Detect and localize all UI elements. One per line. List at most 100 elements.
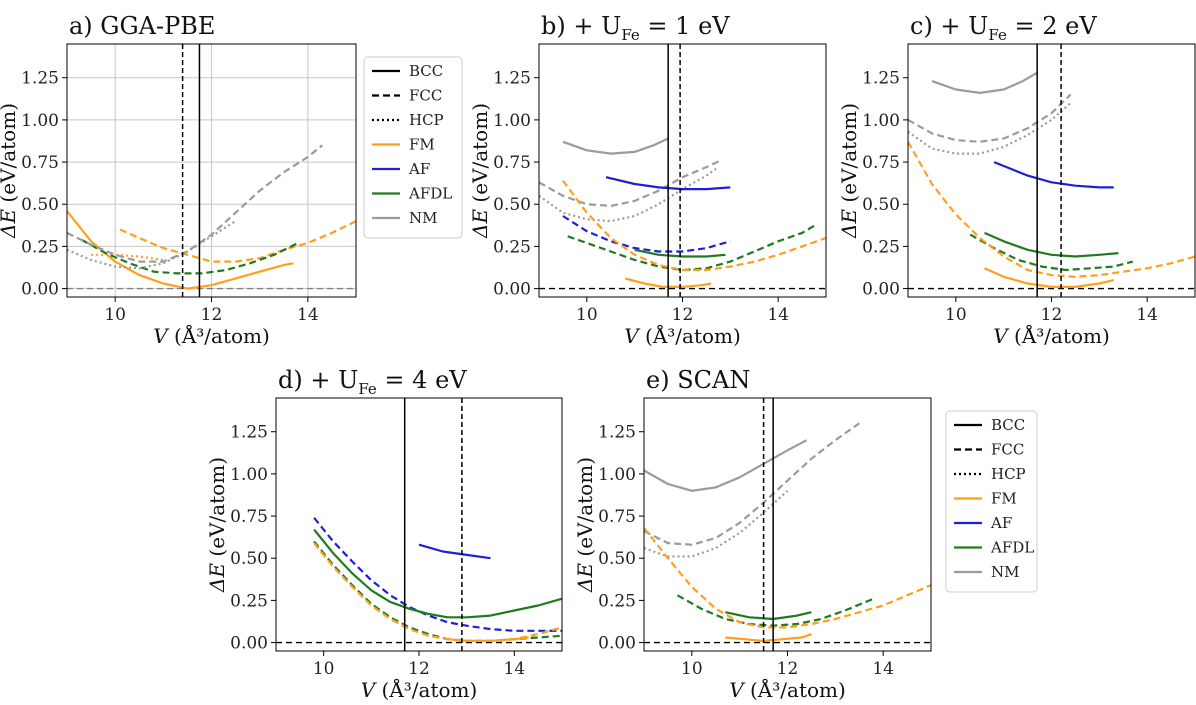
series-line-fcc-afdl [969,233,1134,272]
x-tick-label: 12 [672,305,694,325]
axes-frame [538,43,827,298]
legend-label-af: AF [408,160,430,178]
panel-title-main: d) + U [278,366,358,394]
plot-area [67,44,356,297]
y-tick-label: 0.00 [21,280,59,300]
x-tick-label: 12 [201,305,223,325]
x-tick-label: 12 [408,659,430,679]
plot-area [276,398,562,651]
y-tick-label: 0.00 [230,634,268,654]
y-tick-label: 0.75 [230,507,268,527]
series-line-bcc-af [418,543,491,560]
x-axis-label: V (Å³/atom) [361,677,478,702]
panel-title: d) + UFe = 4 eV [278,366,467,398]
y-tick-label: 1.00 [21,111,59,131]
x-tick-label: 12 [1041,305,1063,325]
series-line-bcc-af [993,161,1114,189]
y-tick-label: 0.25 [493,237,531,257]
series-line-bcc-nm [562,137,669,155]
series-line-fcc-fm [644,527,931,629]
y-axis-unit: (eV/atom) [205,457,229,563]
series-line-bcc-afdl [984,231,1119,258]
x-tick-label: 10 [681,659,703,679]
x-tick-label: 14 [767,305,789,325]
legend-label-hcp: HCP [409,111,444,129]
y-tick-label: 0.75 [21,153,59,173]
x-tick-label: 10 [104,305,126,325]
panel-title: a) GGA-PBE [69,12,215,40]
x-tick-label: 12 [777,659,799,679]
y-axis-label: ΔE (eV/atom) [468,103,492,239]
x-tick-label: 14 [504,659,526,679]
panel-title-main: e) SCAN [646,366,750,394]
x-axis-unit: (Å³/atom) [168,323,270,348]
legend-label-af: AF [990,514,1012,532]
x-axis-label: V (Å³/atom) [993,323,1110,348]
x-tick-label: 14 [872,659,894,679]
y-tick-label: 1.00 [230,465,268,485]
y-axis-label: ΔE (eV/atom) [837,103,861,239]
legend-label-afdl: AFDL [408,185,452,203]
legend-label-nm: NM [991,563,1019,581]
series-line-fcc-nm [539,159,722,207]
panel-title-tail: = 2 eV [1007,12,1097,40]
x-axis-symbol: V [624,324,641,348]
legend-1: BCC FCC HCP FM AF AFDL NM [363,56,463,239]
plot-area [539,44,826,297]
panel-title-subscript: Fe [988,26,1007,44]
panel-b: 10 12 14 0.00 0.25 0.50 0.75 1.00 1.25 V (Å³/atom… [468,12,827,348]
x-axis-label: V (Å³/atom) [729,677,846,702]
axes-frame [643,397,932,652]
series-line-bcc-fm [624,277,712,288]
plot-area [644,398,931,651]
y-tick-label: 0.75 [598,507,636,527]
x-tick-label: 14 [1136,305,1158,325]
series-line-bcc-nm [931,71,1038,95]
y-axis-symbol: ΔE [573,563,597,593]
series-line-hcp-nm [539,167,717,223]
series-line-fcc-fm [119,220,356,263]
y-tick-label: 0.50 [21,195,59,215]
series-line-hcp-nm [908,102,1072,155]
y-tick-label: 1.00 [493,111,531,131]
x-axis-unit: (Å³/atom) [375,677,477,702]
series-line-fcc-fm [562,179,826,272]
legend-label-afdl: AFDL [990,539,1034,557]
panel-c: 10 12 14 0.00 0.25 0.50 0.75 1.00 1.25 V (Å³/atom… [837,12,1196,348]
series-line-fcc-af [562,215,731,253]
y-tick-label: 0.25 [230,591,268,611]
x-axis-symbol: V [153,324,170,348]
panel-d: 10 12 14 0.00 0.25 0.50 0.75 1.00 1.25 V (Å³/atom… [205,366,563,702]
x-axis-symbol: V [993,324,1010,348]
y-axis-unit: (eV/atom) [0,103,20,209]
x-axis-unit: (Å³/atom) [744,677,846,702]
panel-title-tail: = 1 eV [640,12,730,40]
panel-title: b) + UFe = 1 eV [541,12,730,44]
y-axis-unit: (eV/atom) [573,457,597,563]
y-tick-label: 1.00 [598,465,636,485]
series-line-fcc-nm [644,422,860,546]
x-tick-label: 10 [945,305,967,325]
series-line-fcc-af [313,517,562,632]
series-line-hcp-fm [91,253,164,261]
y-tick-label: 1.00 [862,111,900,131]
y-tick-label: 1.25 [493,69,531,89]
panel-title-main: b) + U [541,12,621,40]
panel-title-main: c) + U [910,12,988,40]
y-tick-label: 0.75 [493,153,531,173]
y-axis-symbol: ΔE [0,209,20,239]
y-tick-label: 1.25 [598,423,636,443]
y-tick-label: 0.25 [598,591,636,611]
y-axis-label: ΔE (eV/atom) [0,103,20,239]
panel-title-tail: = 4 eV [377,366,467,394]
y-axis-symbol: ΔE [837,209,861,239]
legend-label-hcp: HCP [991,465,1026,483]
panel-e: 10 12 14 0.00 0.25 0.50 0.75 1.00 1.25 V (Å³/atom… [573,366,932,702]
x-tick-label: 14 [297,305,319,325]
x-axis-unit: (Å³/atom) [639,323,741,348]
y-axis-symbol: ΔE [468,209,492,239]
series-line-fcc-nm [908,93,1072,143]
panel-title-main: a) GGA-PBE [69,12,215,40]
y-tick-label: 1.25 [230,423,268,443]
